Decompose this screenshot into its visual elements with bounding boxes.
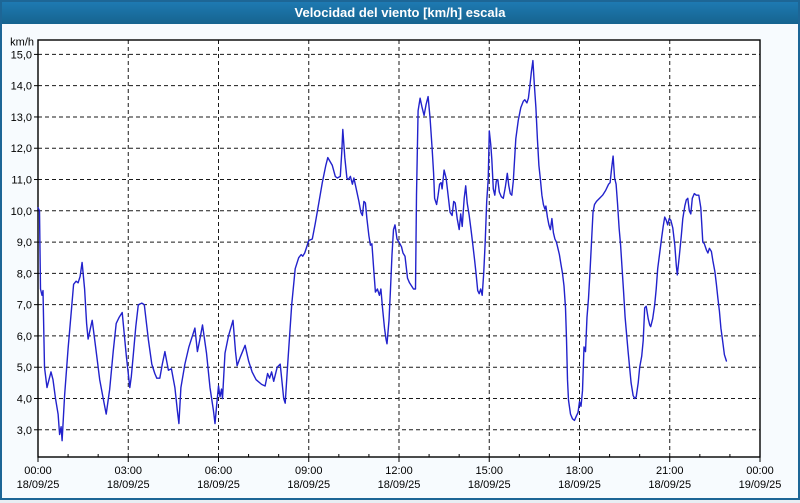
x-tick-time-label: 00:00 xyxy=(746,465,774,477)
x-tick-time-label: 09:00 xyxy=(295,465,323,477)
x-tick-time-label: 06:00 xyxy=(205,465,233,477)
wind-speed-line xyxy=(37,59,728,442)
x-tick-date-label: 18/09/25 xyxy=(287,479,330,491)
y-tick-label: 8,0 xyxy=(17,268,32,280)
x-tick-time-label: 21:00 xyxy=(656,465,684,477)
y-tick-label: 14,0 xyxy=(11,81,32,93)
window-title-bar: Velocidad del viento [km/h] escala xyxy=(2,2,798,24)
x-tick-time-label: 18:00 xyxy=(566,465,594,477)
y-tick-label: 11,0 xyxy=(11,175,32,187)
x-tick-date-label: 18/09/25 xyxy=(197,479,240,491)
y-tick-label: 10,0 xyxy=(11,206,32,218)
x-tick-time-label: 00:00 xyxy=(24,465,52,477)
y-tick-label: 7,0 xyxy=(17,300,32,312)
x-tick-date-label: 18/09/25 xyxy=(648,479,691,491)
plot-area xyxy=(38,40,760,457)
y-tick-label: 12,0 xyxy=(11,143,32,155)
x-tick-date-label: 19/09/25 xyxy=(739,479,782,491)
x-tick-time-label: 12:00 xyxy=(385,465,413,477)
x-tick-date-label: 18/09/25 xyxy=(107,479,150,491)
y-tick-label: 6,0 xyxy=(17,331,32,343)
y-axis-unit-label: km/h xyxy=(10,36,34,48)
y-tick-label: 13,0 xyxy=(11,112,32,124)
x-tick-date-label: 18/09/25 xyxy=(468,479,511,491)
y-tick-label: 15,0 xyxy=(11,49,32,61)
x-tick-date-label: 18/09/25 xyxy=(378,479,421,491)
x-tick-date-label: 18/09/25 xyxy=(17,479,60,491)
y-tick-label: 3,0 xyxy=(17,425,32,437)
wind-speed-chart: 15,0 14,0 13,0 12,0 11,0 10,0 9,0 8,0 7,0 6,0 5,0 4… xyxy=(2,24,798,498)
x-tick-date-label: 18/09/25 xyxy=(558,479,601,491)
x-tick-time-label: 15:00 xyxy=(475,465,503,477)
window-title: Velocidad del viento [km/h] escala xyxy=(294,5,506,20)
y-tick-label: 9,0 xyxy=(17,237,32,249)
plot-border xyxy=(37,39,761,458)
y-tick-label: 4,0 xyxy=(17,394,32,406)
y-tick-label: 5,0 xyxy=(17,362,32,374)
x-tick-time-label: 03:00 xyxy=(114,465,142,477)
wind-speed-chart-svg: 15,0 14,0 13,0 12,0 11,0 10,0 9,0 8,0 7,0 6,0 5,0 4… xyxy=(10,36,782,491)
